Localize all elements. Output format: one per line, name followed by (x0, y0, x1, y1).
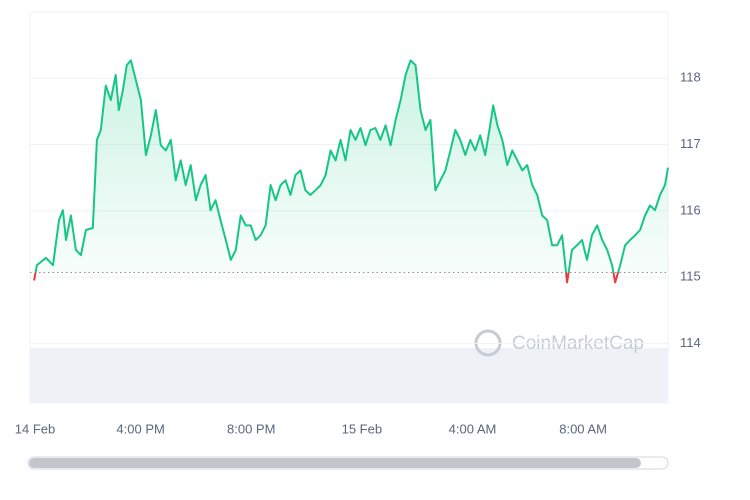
y-tick-label: 117 (680, 136, 701, 151)
price-area (35, 60, 668, 273)
y-tick-label: 116 (680, 202, 701, 217)
y-tick-label: 115 (680, 269, 701, 284)
x-tick-label: 15 Feb (342, 421, 382, 436)
y-tick-label: 118 (680, 70, 701, 85)
scrollbar-thumb[interactable] (29, 458, 641, 468)
x-tick-label: 8:00 AM (559, 421, 607, 436)
x-tick-label: 8:00 PM (227, 421, 275, 436)
x-tick-label: 4:00 PM (116, 421, 164, 436)
x-tick-label: 4:00 AM (449, 421, 497, 436)
price-line (34, 59, 669, 273)
x-tick-label: 14 Feb (15, 421, 55, 436)
y-tick-label: 114 (680, 335, 701, 350)
volume-area (30, 348, 668, 403)
